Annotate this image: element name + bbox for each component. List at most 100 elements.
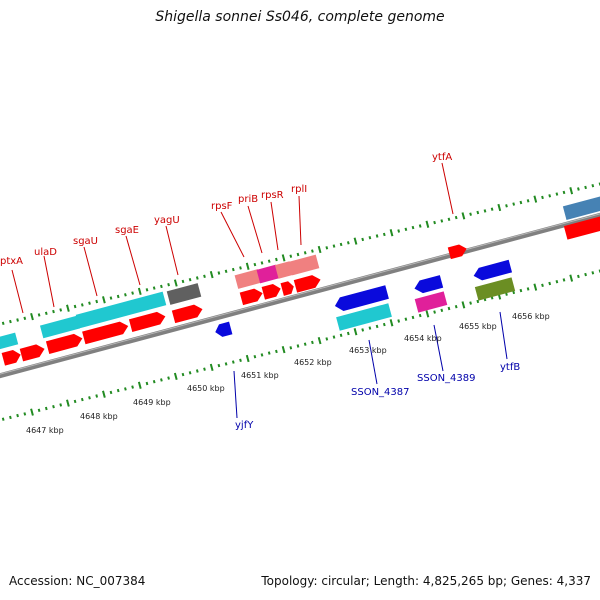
gene-label-leader (441, 162, 454, 215)
forward-tick (167, 282, 170, 287)
gene-blue (334, 285, 389, 311)
reverse-tick (30, 408, 34, 416)
scale-label: 4651 kbp (241, 371, 279, 380)
reverse-tick (73, 399, 77, 404)
reverse-tick (23, 412, 27, 416)
reverse-tick (296, 344, 300, 348)
reverse-tick (562, 278, 566, 282)
reverse-tick (253, 354, 257, 359)
reverse-tick (577, 274, 580, 279)
forward-tick (562, 190, 566, 195)
reverse-tick (231, 360, 235, 364)
gene-label-leader (270, 201, 279, 251)
forward-tick (224, 269, 228, 274)
reverse-tick (245, 354, 250, 363)
reverse-tick (541, 283, 544, 288)
reverse-tick (598, 269, 600, 273)
gene-steelblue (562, 196, 600, 220)
reverse-tick (16, 413, 19, 418)
reverse-tick (66, 399, 70, 407)
forward-tick (37, 313, 41, 317)
gene-label: yjfY (235, 420, 254, 431)
forward-tick (188, 277, 192, 282)
forward-tick (195, 276, 199, 280)
reverse-tick (425, 310, 430, 318)
forward-tick (109, 296, 113, 300)
forward-tick (411, 225, 415, 230)
reverse-tick (44, 406, 48, 411)
forward-tick (505, 204, 508, 208)
gene-label: SSON_4389 (417, 373, 476, 384)
gene-label-leader (233, 370, 238, 419)
forward-tick (260, 261, 264, 265)
reverse-tick (548, 281, 552, 286)
gene-label-leader (433, 324, 444, 372)
forward-tick (461, 212, 466, 220)
reverse-tick (239, 358, 242, 363)
forward-tick (598, 182, 600, 186)
scale-label: 4655 kbp (459, 322, 497, 331)
forward-tick (425, 220, 430, 228)
gene-red (82, 321, 129, 345)
scale-label: 4652 kbp (294, 358, 332, 367)
reverse-tick (181, 372, 185, 377)
reverse-tick (569, 274, 574, 282)
forward-tick (577, 187, 580, 191)
reverse-tick (52, 404, 55, 409)
scale-label: 4649 kbp (133, 398, 171, 407)
reverse-tick (260, 353, 264, 357)
forward-tick (497, 203, 502, 212)
gene-label: ytfB (500, 362, 520, 373)
forward-tick (203, 274, 206, 279)
forward-tick (375, 234, 379, 238)
reverse-tick (332, 335, 336, 339)
reverse-tick (188, 371, 192, 375)
forward-tick (145, 288, 149, 292)
gene-features (0, 196, 600, 366)
gene-label-leader (298, 195, 302, 246)
gene-label-leader (125, 235, 141, 286)
reverse-tick (317, 336, 322, 345)
gene-cyan (0, 332, 19, 350)
reverse-tick (375, 324, 379, 329)
forward-tick (569, 187, 574, 195)
reverse-tick (533, 283, 538, 291)
backbone-line (0, 212, 600, 379)
scale-label: 4650 kbp (187, 384, 225, 393)
gene-salmon (274, 261, 294, 279)
gene-magenta (256, 264, 280, 284)
reverse-tick (469, 301, 472, 305)
forward-tick (253, 262, 257, 267)
forward-tick (209, 270, 214, 279)
reverse-tick (555, 279, 559, 284)
reverse-tick (145, 381, 149, 386)
reverse-tick (325, 337, 329, 341)
forward-tick (267, 259, 271, 263)
forward-tick (88, 301, 91, 305)
forward-tick (519, 200, 523, 205)
reverse-tick (368, 326, 372, 330)
gene-label: ptxA (0, 256, 23, 267)
gene-label-leader (83, 246, 98, 297)
forward-tick (526, 199, 530, 203)
gene-cyan (39, 315, 81, 339)
reverse-tick (116, 388, 120, 393)
forward-tick (541, 195, 544, 200)
backbone-group (0, 212, 600, 379)
reverse-tick (195, 369, 199, 373)
forward-tick (483, 209, 487, 213)
scale-label: 4656 kbp (512, 312, 550, 321)
reverse-tick (88, 396, 91, 400)
forward-tick (80, 303, 84, 307)
gene-red (293, 275, 321, 293)
reverse-tick (512, 290, 516, 295)
forward-tick (454, 215, 458, 220)
reverse-tick (461, 301, 466, 309)
gene-label: ulaD (34, 247, 57, 258)
forward-tick (339, 242, 343, 247)
forward-tick (59, 308, 63, 312)
forward-tick (382, 232, 386, 237)
forward-tick (361, 237, 365, 242)
gene-red (1, 350, 21, 366)
